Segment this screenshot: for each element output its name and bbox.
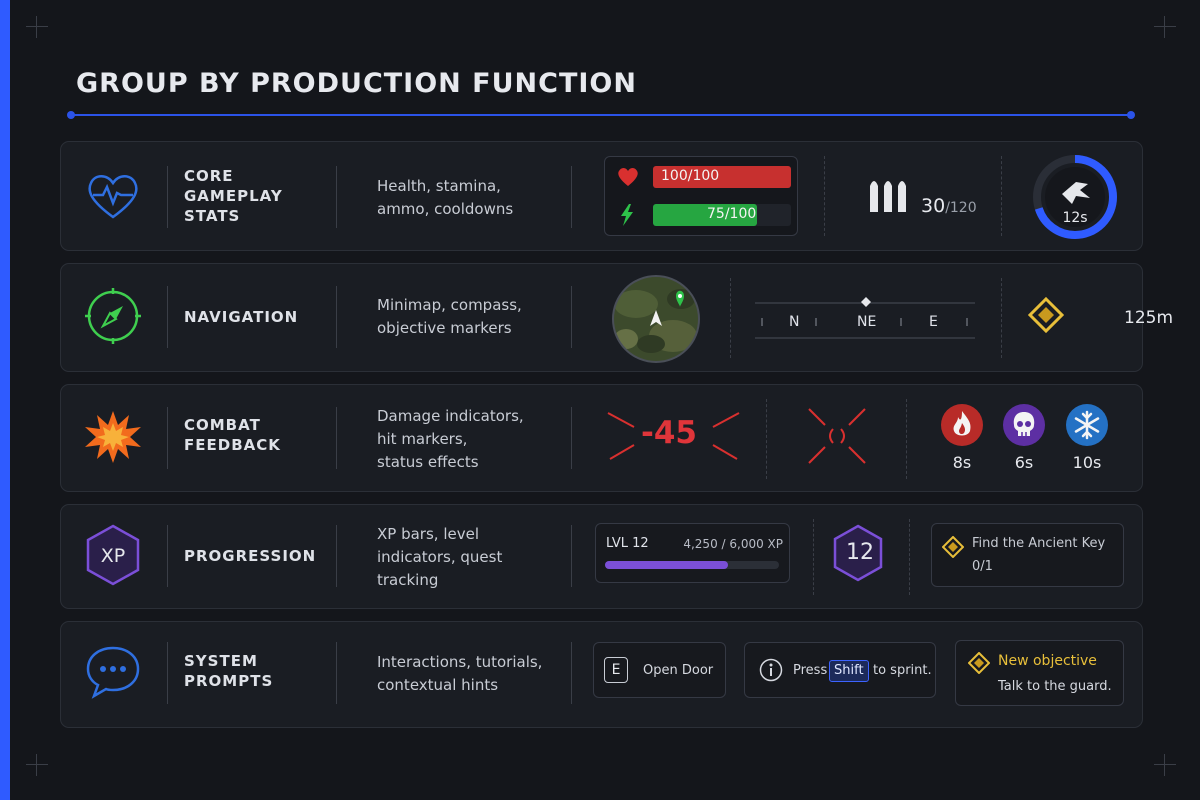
hit-marker-icon: [807, 407, 867, 469]
compass-strip: [755, 294, 975, 348]
corner-mark: [1154, 16, 1176, 38]
bullets-icon: [867, 176, 911, 220]
row-description: Health, stamina, ammo, cooldowns: [377, 177, 514, 218]
page-title: GROUP BY PRODUCTION FUNCTION: [76, 68, 637, 99]
row-label: SYSTEM PROMPTS: [184, 652, 274, 690]
shift-key: Shift: [829, 660, 869, 682]
level-label: LVL 12: [606, 536, 649, 551]
chat-bubble-icon: [83, 642, 143, 702]
interact-prompt: E Open Door: [593, 642, 726, 698]
ammo-counter: 30/120: [921, 195, 977, 217]
quest-progress: 0/1: [972, 559, 993, 574]
compass-letter: E: [929, 314, 938, 330]
tutorial-hint: Press Shift to sprint.: [744, 642, 936, 698]
compass-letter: NE: [857, 314, 877, 330]
corner-mark: [26, 16, 48, 38]
minimap: [611, 274, 701, 368]
damage-number: -45: [641, 415, 698, 451]
fire-icon: [940, 403, 984, 451]
title-rule: [67, 111, 1135, 119]
health-bar: 100/100: [653, 166, 791, 188]
info-icon: [759, 658, 783, 686]
health-stamina-panel: 100/100 75/100: [604, 156, 798, 236]
stamina-bar: 75/100: [653, 204, 791, 226]
status-time: 6s: [1014, 453, 1034, 472]
heart-icon: [617, 167, 639, 191]
objective-title: New objective: [998, 653, 1097, 669]
interact-text: Open Door: [643, 663, 714, 678]
row-label: NAVIGATION: [184, 308, 299, 326]
hint-suffix: to sprint.: [873, 663, 932, 678]
health-text: 100/100: [661, 168, 720, 184]
corner-mark: [1154, 754, 1176, 776]
xp-bar-panel: LVL 12 4,250 / 6,000 XP: [595, 523, 790, 583]
level-badge: [832, 524, 884, 586]
skull-icon: [1002, 403, 1046, 451]
damage-indicator: [606, 405, 741, 471]
status-time: 10s: [1072, 453, 1102, 472]
objective-diamond-icon: [967, 651, 991, 678]
xp-text: 4,250 / 6,000 XP: [683, 537, 783, 551]
level-badge-number: 12: [846, 540, 874, 565]
row-label: COMBAT FEEDBACK: [184, 416, 281, 454]
row-description: Damage indicators, hit markers, status e…: [377, 407, 524, 471]
cooldown-dial: 12s: [1032, 154, 1118, 244]
row-description: XP bars, level indicators, quest trackin…: [377, 525, 503, 589]
row-description: Minimap, compass, objective markers: [377, 296, 522, 337]
distance-text: 125m: [1124, 308, 1174, 328]
ability-icon: [1062, 182, 1090, 204]
snowflake-icon: [1065, 403, 1109, 451]
row-description: Interactions, tutorials, contextual hint…: [377, 653, 543, 694]
objective-text: Talk to the guard.: [998, 679, 1112, 694]
xp-hexagon-icon: XP: [83, 524, 143, 586]
row-label: CORE GAMEPLAY STATS: [184, 167, 283, 225]
stamina-text: 75/100: [707, 206, 757, 222]
row-combat-feedback: COMBAT FEEDBACK Damage indicators, hit m…: [60, 384, 1143, 492]
objective-marker-icon: [1027, 296, 1065, 337]
row-label: PROGRESSION: [184, 547, 317, 565]
row-system-prompts: SYSTEM PROMPTS Interactions, tutorials, …: [60, 621, 1143, 728]
objective-notification: New objective Talk to the guard.: [955, 640, 1124, 706]
lightning-icon: [619, 204, 635, 230]
quest-diamond-icon: [941, 535, 965, 562]
svg-text:XP: XP: [101, 545, 125, 567]
row-navigation: NAVIGATION Minimap, compass, objective m…: [60, 263, 1173, 372]
row-progression: XP PROGRESSION XP bars, level indicators…: [60, 504, 1143, 609]
compass-icon: [83, 286, 143, 346]
explosion-icon: [83, 407, 143, 467]
cooldown-text: 12s: [1062, 210, 1088, 226]
status-time: 8s: [952, 453, 972, 472]
xp-bar: [605, 561, 779, 569]
row-core-gameplay-stats: CORE GAMEPLAY STATS Health, stamina, amm…: [60, 141, 1143, 251]
accent-strip: [0, 0, 10, 800]
compass-letter: N: [789, 314, 800, 330]
heart-pulse-icon: [83, 166, 143, 226]
quest-title: Find the Ancient Key: [972, 536, 1106, 551]
hint-prefix: Press: [793, 663, 828, 678]
quest-tracker: Find the Ancient Key 0/1: [931, 523, 1124, 587]
interact-key: E: [604, 657, 628, 683]
corner-mark: [26, 754, 48, 776]
